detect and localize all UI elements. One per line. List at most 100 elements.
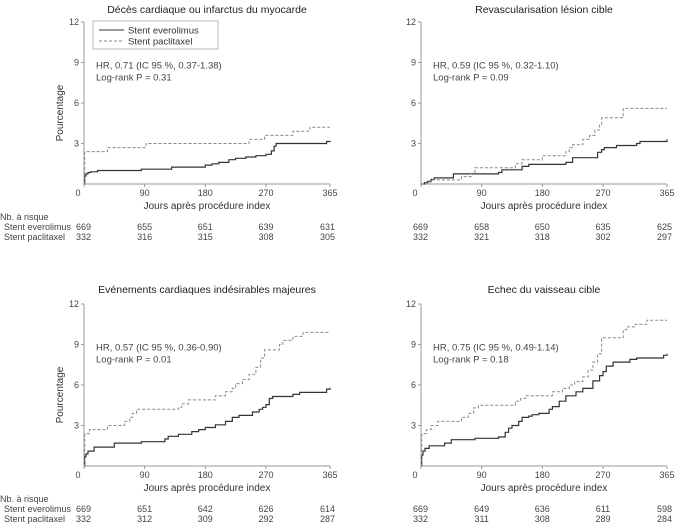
chart-2-risk-value: 318	[535, 232, 550, 242]
chart-1-risk-value: 669	[76, 222, 91, 232]
chart-2-risk-value: 297	[657, 232, 672, 242]
chart-4-risk-value: 598	[657, 504, 672, 514]
chart-2-ytick-label: 3	[411, 139, 416, 149]
chart-3-xtick-label: 180	[198, 470, 213, 480]
chart-2-risk-value: 658	[474, 222, 489, 232]
chart-4-risk-value: 669	[413, 504, 428, 514]
chart-1-annotation: Log-rank P = 0.31	[96, 73, 172, 84]
chart-2-xtick-label: 0	[412, 188, 417, 198]
chart-3-risk-value: 287	[320, 514, 335, 524]
chart-3-risk-row-label: Stent paclitaxel	[4, 514, 65, 524]
chart-4-risk-value: 289	[595, 514, 610, 524]
chart-1-series-everolimus	[84, 140, 331, 185]
chart-3-y-axis-label: Pourcentage	[55, 366, 66, 423]
chart-4-ytick-label: 3	[411, 421, 416, 431]
chart-1-risk-value: 639	[258, 222, 273, 232]
chart-4-x-axis-label: Jours après procédure index	[481, 483, 608, 494]
chart-3-x-axis-label: Jours après procédure index	[144, 483, 271, 494]
chart-2-risk-value: 332	[413, 232, 428, 242]
chart-3-series-paclitaxel	[84, 331, 330, 467]
chart-2-series-everolimus	[421, 139, 668, 185]
chart-1-series-paclitaxel	[84, 126, 330, 185]
chart-1-title: Décès cardiaque ou infarctus du myocarde	[107, 4, 307, 16]
chart-2-risk-value: 650	[535, 222, 550, 232]
chart-4-risk-value: 649	[474, 504, 489, 514]
chart-1-legend-label: Stent everolimus	[128, 26, 199, 37]
chart-4-risk-value: 611	[596, 504, 610, 514]
chart-1-risk-value: 332	[76, 232, 91, 242]
chart-1-legend-box	[92, 20, 219, 50]
chart-3-ytick-label: 9	[74, 340, 79, 350]
chart-2-annotation: HR, 0.59 (IC 95 %, 0.32-1.10)	[433, 61, 559, 72]
chart-1-ytick-label: 9	[74, 58, 79, 68]
chart-1-ytick-label: 12	[69, 17, 79, 27]
chart-2-xtick-label: 270	[595, 188, 610, 198]
chart-3-xtick-label: 270	[258, 470, 273, 480]
chart-3-risk-row-label: Stent everolimus	[4, 504, 72, 514]
chart-4-annotation: Log-rank P = 0.18	[433, 355, 509, 366]
chart-2-xtick-label: 365	[659, 188, 674, 198]
chart-4-xtick-label: 90	[477, 470, 487, 480]
chart-3-series-everolimus	[84, 387, 331, 467]
chart-1-xtick-label: 270	[258, 188, 273, 198]
chart-4-risk-value: 332	[413, 514, 428, 524]
chart-4-risk-value: 308	[535, 514, 550, 524]
chart-4-ytick-label: 9	[411, 340, 416, 350]
chart-1-ytick-label: 6	[74, 98, 79, 108]
chart-2-xtick-label: 90	[477, 188, 487, 198]
chart-1-risk-value: 308	[258, 232, 273, 242]
chart-4-xtick-label: 180	[535, 470, 550, 480]
chart-4-xtick-label: 0	[412, 470, 417, 480]
chart-3-xtick-label: 0	[75, 470, 80, 480]
chart-1-risk-value: 655	[137, 222, 152, 232]
chart-1-x-axis-label: Jours après procédure index	[144, 201, 271, 212]
chart-3-ytick-label: 12	[69, 299, 79, 309]
chart-3-ytick-label: 6	[74, 380, 79, 390]
chart-4-risk-value: 284	[657, 514, 672, 524]
chart-2-ytick-label: 9	[411, 58, 416, 68]
chart-3-annotation: Log-rank P = 0.01	[96, 355, 172, 366]
chart-1-risk-value: 315	[198, 232, 213, 242]
chart-2-annotation: Log-rank P = 0.09	[433, 73, 509, 84]
chart-4-xtick-label: 365	[659, 470, 674, 480]
chart-4-annotation: HR, 0.75 (IC 95 %, 0.49-1.14)	[433, 343, 559, 354]
chart-4-title: Echec du vaisseau cible	[488, 284, 601, 296]
chart-2-xtick-label: 180	[535, 188, 550, 198]
chart-1-risk-row-label: Stent paclitaxel	[4, 232, 65, 242]
chart-2-ytick-label: 6	[411, 98, 416, 108]
chart-3-risk-header: Nb. à risque	[0, 494, 49, 504]
chart-2-risk-value: 321	[474, 232, 489, 242]
chart-3-risk-value: 642	[198, 504, 213, 514]
chart-1-annotation: HR, 0.71 (IC 95 %, 0.37-1.38)	[96, 61, 222, 72]
chart-2-title: Revascularisation lésion cible	[475, 4, 613, 16]
chart-1-risk-row-label: Stent everolimus	[4, 222, 72, 232]
chart-1-xtick-label: 90	[140, 188, 150, 198]
chart-3-xtick-label: 365	[322, 470, 337, 480]
chart-3-risk-value: 312	[137, 514, 152, 524]
chart-3-risk-value: 651	[137, 504, 152, 514]
chart-4-risk-value: 311	[474, 514, 488, 524]
chart-3-annotation: HR, 0.57 (IC 95 %, 0.36-0.90)	[96, 343, 222, 354]
chart-1-xtick-label: 365	[322, 188, 337, 198]
chart-2-risk-value: 625	[657, 222, 672, 232]
chart-3-risk-value: 332	[76, 514, 91, 524]
chart-3-risk-value: 309	[198, 514, 213, 524]
chart-1-y-axis-label: Pourcentage	[55, 84, 66, 141]
chart-3-risk-value: 614	[320, 504, 335, 514]
chart-4-series-everolimus	[421, 353, 668, 467]
chart-1-risk-value: 631	[320, 222, 335, 232]
chart-2-risk-value: 302	[595, 232, 610, 242]
chart-2-series-paclitaxel	[421, 107, 667, 185]
chart-2-risk-value: 669	[413, 222, 428, 232]
chart-1-risk-value: 651	[198, 222, 213, 232]
chart-3-risk-value: 292	[258, 514, 273, 524]
chart-1-risk-value: 316	[137, 232, 152, 242]
chart-3-risk-value: 669	[76, 504, 91, 514]
chart-4-ytick-label: 6	[411, 380, 416, 390]
chart-1-legend-label: Stent paclitaxel	[128, 37, 192, 48]
chart-2-x-axis-label: Jours après procédure index	[481, 201, 608, 212]
chart-3-ytick-label: 3	[74, 421, 79, 431]
chart-3-title: Evénements cardiaques indésirables majeu…	[98, 284, 316, 296]
chart-1-xtick-label: 0	[75, 188, 80, 198]
